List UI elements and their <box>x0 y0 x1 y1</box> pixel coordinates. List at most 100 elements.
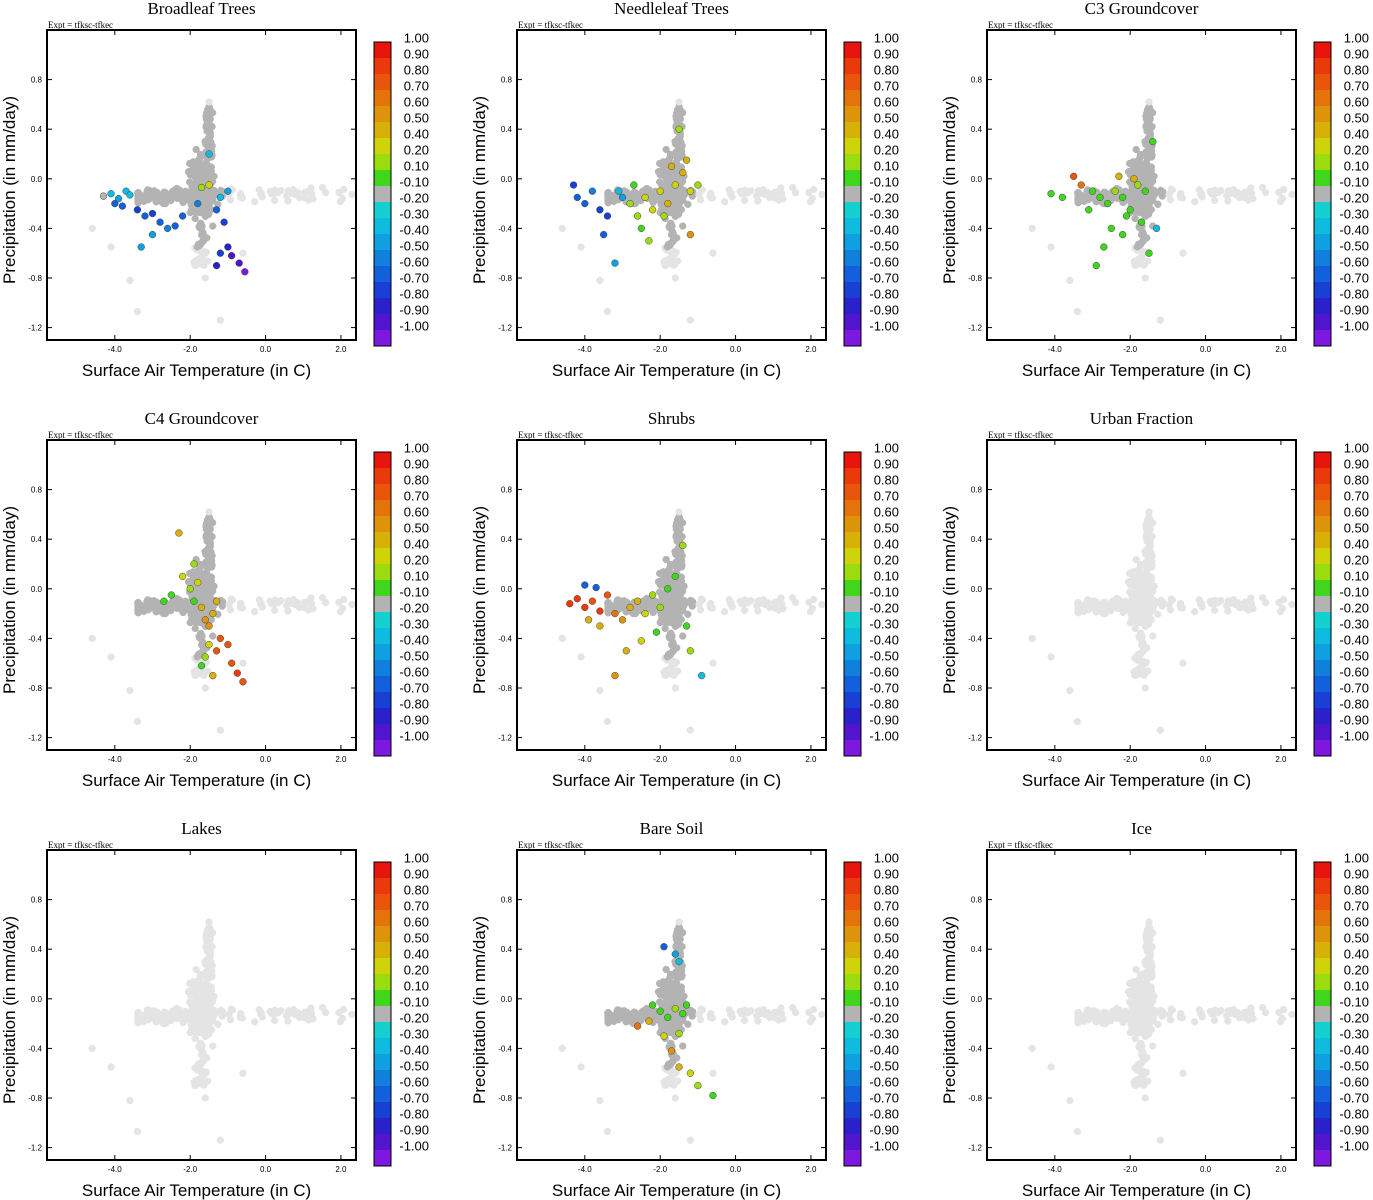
background-point <box>274 189 282 197</box>
background-point <box>268 1010 276 1018</box>
background-point <box>239 1069 247 1077</box>
background-point <box>1191 608 1199 616</box>
background-point <box>791 598 800 607</box>
data-point <box>197 662 206 670</box>
colorbar-label: 0.70 <box>404 899 429 914</box>
colorbar-swatch <box>374 564 391 580</box>
background-point <box>186 196 195 204</box>
data-point <box>1111 187 1119 195</box>
background-point <box>1074 601 1083 610</box>
x-tick-label: -2.0 <box>1123 755 1137 764</box>
colorbar-label: -0.90 <box>869 713 899 728</box>
colorbar-swatch <box>844 644 861 660</box>
colorbar-label: 0.60 <box>1344 505 1369 520</box>
background-point <box>1028 224 1036 233</box>
background-point <box>675 98 683 106</box>
colorbar-swatch <box>1314 282 1331 298</box>
colorbar-swatch <box>844 724 861 740</box>
colorbar-swatch <box>1314 202 1331 218</box>
colorbar-swatch <box>374 1054 391 1070</box>
y-axis-label: Precipitation (in mm/day) <box>470 96 489 284</box>
background-point <box>740 196 749 205</box>
background-point <box>656 581 664 589</box>
colorbar-swatch <box>374 740 391 756</box>
colorbar-label: -0.40 <box>399 1043 429 1058</box>
x-axis-label: Surface Air Temperature (in C) <box>552 361 781 380</box>
colorbar-swatch <box>844 298 861 314</box>
background-point <box>203 1031 211 1039</box>
background-point <box>1127 598 1135 606</box>
background-point <box>684 610 692 618</box>
colorbar-label: -0.10 <box>869 175 899 190</box>
background-point <box>209 632 217 640</box>
background-point <box>1141 274 1149 282</box>
background-point <box>291 1010 299 1019</box>
colorbar-label: -0.30 <box>869 207 899 222</box>
background-point <box>321 598 330 607</box>
data-point <box>190 560 198 568</box>
colorbar-label: -0.20 <box>399 601 429 616</box>
experiment-label: Expt = tfksc-tfkec <box>988 430 1053 440</box>
data-point <box>618 616 627 624</box>
background-point <box>603 307 612 316</box>
data-point <box>656 187 664 195</box>
chart-title: Lakes <box>181 819 222 838</box>
data-point <box>581 199 589 208</box>
background-point <box>672 658 680 666</box>
background-point <box>198 632 206 640</box>
data-point <box>573 193 581 202</box>
background-point <box>1144 525 1153 533</box>
background-point <box>204 956 212 965</box>
x-tick-label: -4.0 <box>578 345 592 354</box>
background-point <box>675 986 683 995</box>
y-tick-label: 0.8 <box>971 76 983 85</box>
chart-title: Urban Fraction <box>1090 409 1194 428</box>
y-tick-label: -0.8 <box>968 684 982 693</box>
colorbar-swatch <box>844 186 861 202</box>
colorbar-swatch <box>844 282 861 298</box>
background-point <box>674 115 683 123</box>
background-point <box>270 196 279 205</box>
colorbar-label: 0.40 <box>1344 537 1369 552</box>
data-point <box>622 647 630 655</box>
background-point <box>201 585 209 593</box>
x-tick-label: 2.0 <box>335 1165 347 1174</box>
colorbar-swatch <box>374 330 391 346</box>
background-point <box>1144 602 1153 610</box>
colorbar-label: -0.70 <box>399 271 429 286</box>
colorbar-label: 0.20 <box>404 553 429 568</box>
colorbar-label: -0.20 <box>1339 191 1369 206</box>
background-point <box>190 1078 198 1086</box>
background-point <box>674 136 682 145</box>
colorbar-label: 0.90 <box>404 47 429 62</box>
y-tick-label: 0.0 <box>971 585 983 594</box>
background-point <box>1074 609 1082 617</box>
y-tick-label: -0.4 <box>498 634 512 643</box>
background-point <box>656 991 664 999</box>
background-point <box>673 211 681 219</box>
x-tick-label: 2.0 <box>805 345 817 354</box>
data-point <box>641 193 649 202</box>
colorbar-label: -1.00 <box>399 319 429 334</box>
y-tick-label: -1.2 <box>28 1144 42 1153</box>
data-point <box>1141 187 1149 195</box>
colorbar-swatch <box>844 58 861 74</box>
colorbar: 1.000.900.800.700.600.500.400.200.10-0.1… <box>1313 441 1369 757</box>
plot-frame <box>516 29 827 341</box>
colorbar-label: -0.90 <box>399 303 429 318</box>
background-point <box>671 274 679 282</box>
background-point <box>309 1015 317 1023</box>
x-tick-label: 0.0 <box>260 345 272 354</box>
background-point <box>1136 240 1144 248</box>
colorbar-swatch <box>1314 596 1331 612</box>
background-point <box>239 659 247 667</box>
background-point <box>192 965 200 974</box>
data-point <box>660 212 668 220</box>
background-point <box>684 200 692 208</box>
background-point <box>187 1008 195 1016</box>
background-point <box>754 197 762 205</box>
data-point <box>1100 243 1108 251</box>
data-point <box>1107 224 1116 233</box>
colorbar-swatch <box>374 1086 391 1102</box>
